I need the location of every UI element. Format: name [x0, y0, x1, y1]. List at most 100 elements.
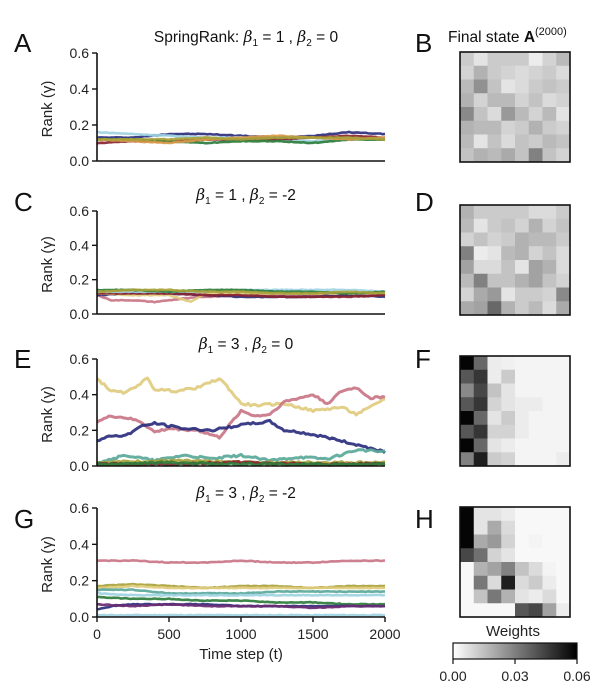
heatmap-cell	[515, 534, 530, 549]
heatmap-cell	[473, 534, 488, 549]
heatmap-cell	[460, 120, 475, 135]
heatmap-cell	[515, 260, 530, 275]
heatmap-cell	[487, 79, 502, 94]
heatmap-panel-f	[459, 355, 571, 467]
heatmap-cell	[473, 397, 488, 412]
heatmap-cell	[556, 603, 571, 618]
series-line-node-7	[96, 288, 386, 296]
heatmap-cell	[473, 120, 488, 135]
heatmap-cell	[501, 562, 516, 577]
heatmap-cell	[528, 79, 543, 94]
beta2-symbol: β	[251, 335, 261, 353]
heatmap-cell	[556, 507, 571, 522]
heatmap-cell	[501, 107, 516, 122]
colorbar-gradient	[452, 642, 578, 660]
heatmap-cell	[501, 603, 516, 618]
panel-label-c: C	[14, 187, 33, 217]
heatmap-cell	[556, 65, 571, 80]
colorbar-tick-label: 0.00	[439, 668, 466, 684]
heatmap-cell	[556, 134, 571, 149]
heatmap-cell	[528, 548, 543, 563]
heatmap-cell	[460, 562, 475, 577]
heatmap-cell	[528, 534, 543, 549]
heatmap-cell	[542, 424, 557, 439]
heatmap-cell	[556, 246, 571, 261]
beta2-symbol: β	[249, 186, 259, 204]
heatmap-cell	[487, 93, 502, 108]
heatmap-cell	[501, 65, 516, 80]
series-line-node-8	[97, 602, 386, 610]
y-axis-label: Rank (γ)	[39, 81, 56, 138]
heatmap-cell	[515, 438, 530, 453]
heatmap-cell	[473, 383, 488, 398]
series-line-node-4	[96, 448, 386, 465]
y-tick-label: 0.0	[70, 458, 90, 474]
y-tick-label: 0.4	[70, 387, 90, 403]
heatmap-cell	[487, 562, 502, 577]
heatmap-cell	[556, 383, 571, 398]
heatmap-cell	[487, 438, 502, 453]
heatmap-cell	[460, 287, 475, 302]
beta2-value: = 0	[312, 29, 339, 46]
heatmap-cell	[487, 52, 502, 67]
series-line-node-5	[97, 591, 386, 597]
heatmap-cell	[487, 383, 502, 398]
beta1-subscript: 1	[205, 196, 211, 207]
heatmap-cell	[501, 438, 516, 453]
colorbar-label: Weights	[486, 623, 540, 640]
heatmap-cell	[487, 589, 502, 604]
heatmap-cell	[473, 107, 488, 122]
series-line-node-2	[96, 582, 386, 590]
heatmap-cell	[460, 507, 475, 522]
heatmap-title-matrix: A	[524, 29, 535, 46]
heatmap-cell	[556, 260, 571, 275]
heatmap-cell	[515, 79, 530, 94]
beta1-value: = 1 ,	[258, 29, 297, 46]
heatmap-cell	[515, 507, 530, 522]
heatmap-cell	[473, 232, 488, 247]
heatmap-cell	[460, 589, 475, 604]
heatmap-cell	[487, 273, 502, 288]
beta1-subscript: 1	[208, 345, 214, 356]
series-line-node-1	[96, 130, 386, 140]
heatmap-cell	[487, 369, 502, 384]
heatmap-cell	[542, 507, 557, 522]
heatmap-cell	[528, 107, 543, 122]
heatmap-cell	[556, 397, 571, 412]
heatmap-cell	[501, 205, 516, 220]
heatmap-cell	[501, 383, 516, 398]
beta2-symbol: β	[249, 484, 259, 502]
heatmap-cell	[542, 589, 557, 604]
heatmap-cell	[487, 246, 502, 261]
heatmap-cell	[542, 369, 557, 384]
beta1-value: = 3 ,	[211, 485, 250, 502]
heatmap-cell	[501, 93, 516, 108]
heatmap-cell	[501, 218, 516, 233]
heatmap-cell	[501, 411, 516, 426]
heatmap-cell	[460, 369, 475, 384]
heatmap-cell	[528, 148, 543, 163]
heatmap-cell	[542, 273, 557, 288]
heatmap-cell	[556, 452, 571, 467]
heatmap-cell	[501, 52, 516, 67]
heatmap-cell	[501, 369, 516, 384]
heatmap-cell	[460, 424, 475, 439]
heatmap-cell	[487, 356, 502, 371]
heatmap-cell	[556, 232, 571, 247]
heatmap-title-text: Final state	[448, 29, 524, 46]
y-tick-label: 0.2	[70, 272, 90, 288]
heatmap-cell	[556, 369, 571, 384]
heatmap-cell	[515, 575, 530, 590]
heatmap-cell	[528, 260, 543, 275]
y-tick-label: 0.2	[70, 573, 90, 589]
heatmap-cell	[515, 411, 530, 426]
heatmap-cell	[460, 232, 475, 247]
heatmap-cell	[556, 411, 571, 426]
heatmap-cell	[542, 79, 557, 94]
heatmap-cell	[542, 52, 557, 67]
heatmap-cell	[542, 562, 557, 577]
heatmap-cell	[528, 356, 543, 371]
heatmap-cell	[542, 356, 557, 371]
